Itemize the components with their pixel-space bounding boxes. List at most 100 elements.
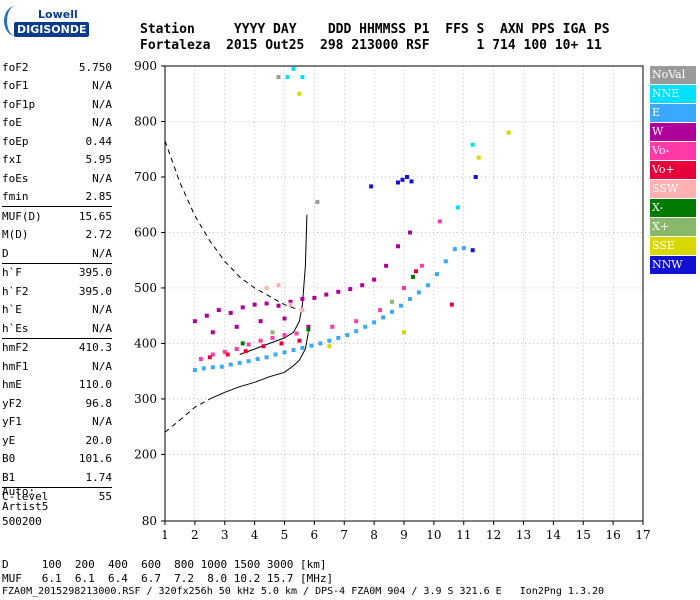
data-point-vo- xyxy=(246,342,251,347)
data-point-vo- xyxy=(258,338,263,343)
param-value: 101.6 xyxy=(78,452,112,466)
data-point-vo- xyxy=(414,269,418,274)
param-value: N/A xyxy=(92,415,112,429)
data-point-w xyxy=(372,277,377,282)
auto-label: Auto: xyxy=(2,485,36,498)
param-row: foEp 0.44 xyxy=(2,132,112,151)
legend-item: Vo- xyxy=(650,142,696,160)
data-point-sse xyxy=(402,330,406,335)
data-point-e xyxy=(318,341,323,346)
data-point-w xyxy=(336,289,341,294)
param-name: yF2 xyxy=(2,396,22,410)
data-point-x- xyxy=(240,341,245,346)
data-point-e xyxy=(282,350,287,355)
data-point-w xyxy=(306,324,311,329)
data-point-w xyxy=(192,319,197,324)
legend-item: NNE xyxy=(650,85,696,103)
param-value: N/A xyxy=(92,171,112,185)
data-point-vo- xyxy=(297,338,302,343)
param-row: B1 1.74 xyxy=(2,468,112,487)
data-point-nnw xyxy=(473,175,478,179)
param-value: 395.0 xyxy=(78,284,112,298)
param-row: foE N/A xyxy=(2,114,112,133)
data-point-sse xyxy=(476,155,481,160)
data-point-e xyxy=(246,359,251,364)
x-tick-label: 11 xyxy=(456,528,471,542)
param-separator xyxy=(2,486,112,488)
data-point-nnw xyxy=(405,175,409,179)
header-labels: Station YYYY DAY DDD HHMMSS P1 FFS S AXN… xyxy=(140,22,610,37)
data-point-w xyxy=(288,299,293,304)
param-name: B0 xyxy=(2,452,16,466)
data-point-e xyxy=(372,320,377,325)
param-row: MUF(D) 15.65 xyxy=(2,207,112,226)
data-point-e xyxy=(237,360,242,365)
y-tick-label: 400 xyxy=(134,336,157,350)
data-point-nnw xyxy=(470,248,475,253)
data-point-e xyxy=(192,368,197,373)
data-point-e xyxy=(461,246,466,250)
param-row: fxI 5.95 xyxy=(2,151,112,170)
param-row: foF1 N/A xyxy=(2,77,112,96)
data-point-sse xyxy=(297,91,302,96)
data-point-w xyxy=(300,297,305,301)
data-point-e xyxy=(264,355,269,360)
param-row: h`F 395.0 xyxy=(2,264,112,283)
data-point-e xyxy=(390,309,394,314)
data-point-w xyxy=(228,310,233,315)
data-point-nne xyxy=(470,142,475,147)
y-tick-label: 700 xyxy=(134,170,157,184)
param-name: h`F2 xyxy=(2,284,29,298)
data-point-x- xyxy=(411,274,415,279)
param-row: yF1 N/A xyxy=(2,413,112,432)
param-value: 0.44 xyxy=(85,134,113,148)
parameter-panel: foF2 5.750 foF1 N/A foF1p N/A foE N/A foEp 0.44 fx… xyxy=(2,58,112,506)
data-point-nnw xyxy=(396,180,400,185)
param-row: foF2 5.750 xyxy=(2,58,112,77)
data-point-vo- xyxy=(198,357,203,361)
data-point-vo- xyxy=(222,349,227,354)
param-name: D xyxy=(2,246,9,260)
data-point-e xyxy=(363,324,368,329)
param-row: yE 20.0 xyxy=(2,431,112,450)
param-row: h`F2 395.0 xyxy=(2,282,112,301)
data-point-vo- xyxy=(243,349,248,354)
param-name: foEp xyxy=(2,134,29,148)
x-tick-label: 10 xyxy=(426,528,441,542)
data-point-vo- xyxy=(207,355,212,360)
param-name: hmF1 xyxy=(2,359,29,373)
y-tick-label: 300 xyxy=(134,392,157,406)
lowell-digisonde-logo: Lowell DIGISONDE xyxy=(4,6,90,42)
param-name: foF1 xyxy=(2,79,29,93)
data-point-w xyxy=(408,230,412,235)
data-point-w xyxy=(216,308,221,313)
param-value: 2.85 xyxy=(85,190,113,204)
legend-item: W xyxy=(650,123,696,141)
data-point-nne xyxy=(300,75,305,80)
y-tick-label: 900 xyxy=(134,59,157,73)
y-tick-label: 200 xyxy=(134,447,157,461)
param-value: N/A xyxy=(92,359,112,373)
data-point-ssw xyxy=(288,302,293,307)
y-tick-label: 600 xyxy=(134,225,157,239)
param-row: D N/A xyxy=(2,244,112,263)
data-point-e xyxy=(425,283,430,288)
y-tick-label: 800 xyxy=(134,114,157,128)
data-point-w xyxy=(276,303,281,308)
data-point-e xyxy=(228,362,233,367)
x-tick-label: 2 xyxy=(191,528,199,542)
param-value: N/A xyxy=(92,303,112,317)
auto-artist: Artist5 xyxy=(2,500,49,513)
data-point-e xyxy=(219,364,224,369)
param-row: fmin 2.85 xyxy=(2,188,112,207)
x-tick-label: 4 xyxy=(251,528,259,542)
data-point-w xyxy=(258,319,263,324)
curve-model-dashed xyxy=(164,140,300,311)
data-point-vo- xyxy=(234,347,239,351)
data-point-x- xyxy=(306,327,311,332)
param-name: yE xyxy=(2,433,16,447)
param-row: B0 101.6 xyxy=(2,450,112,469)
param-value: N/A xyxy=(92,321,112,335)
data-point-vo- xyxy=(437,219,442,224)
